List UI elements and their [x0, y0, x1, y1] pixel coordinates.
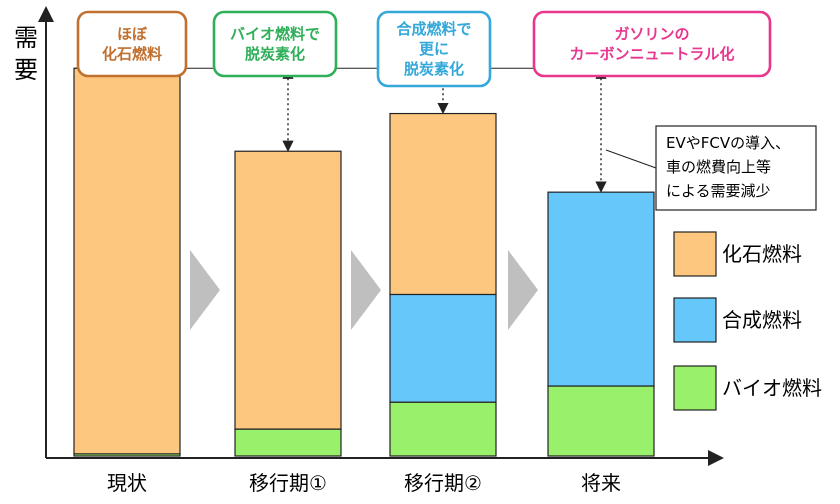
- stage-box-3-line: 合成燃料で: [395, 20, 471, 38]
- stage-box-3-line: 更に: [419, 40, 449, 58]
- legend-label: 化石燃料: [722, 242, 802, 266]
- legend-swatch: [673, 297, 717, 343]
- bar-segment-4-series-2: [547, 191, 655, 387]
- stage-box-1-line: 化石燃料: [102, 45, 162, 63]
- legend-swatch: [673, 365, 717, 411]
- transition-arrow-3: [508, 250, 538, 330]
- legend-label: バイオ燃料: [722, 376, 822, 400]
- stage-box-1: [76, 10, 188, 78]
- stage-box-3: [376, 10, 492, 88]
- stage-box-2: [212, 10, 338, 78]
- bar-segment-3-series-2: [389, 293, 497, 403]
- stage-box-4-line: カーボンニュートラル化: [569, 45, 734, 63]
- svg-text:要: 要: [14, 56, 38, 84]
- note-box: [655, 125, 817, 211]
- transition-arrow-1: [190, 250, 220, 330]
- stage-box-4-line: ガソリンの: [614, 25, 689, 43]
- note-line-3: による需要減少: [666, 182, 771, 200]
- x-tick-label: 移行期①: [249, 471, 327, 495]
- stage-box-2-line: バイオ燃料で: [230, 25, 320, 43]
- stage-box-4: [532, 10, 772, 78]
- bar-segment-2-series-3: [234, 150, 342, 430]
- stage-box-1-line: ほぼ: [117, 25, 148, 43]
- y-axis-label: 需 要: [14, 24, 38, 84]
- legend-label: 合成燃料: [722, 308, 802, 332]
- note-leader-line: [605, 149, 657, 169]
- legend-swatch: [673, 231, 717, 277]
- demand-reduction-note: EVやFCVの導入、 車の燃費向上等 による需要減少: [605, 125, 817, 211]
- bars-layer: [73, 67, 655, 457]
- note-line-2: 車の燃費向上等: [666, 158, 771, 176]
- x-tick-label: 現状: [107, 471, 147, 495]
- bar-segment-1-series-3: [73, 67, 181, 455]
- svg-text:需: 需: [14, 24, 38, 52]
- x-tick-labels: 現状 移行期① 移行期② 将来: [107, 471, 621, 495]
- x-tick-label: 将来: [581, 471, 621, 495]
- bar-segment-3-series-3: [389, 112, 497, 296]
- note-line-1: EVやFCVの導入、: [666, 134, 790, 152]
- transition-arrow-2: [351, 250, 381, 330]
- bar-segment-4-series-1: [547, 385, 655, 457]
- stage-box-3-line: 脱炭素化: [404, 60, 464, 78]
- stage-box-2-line: 脱炭素化: [245, 45, 305, 63]
- bar-segment-2-series-1: [234, 428, 342, 457]
- bar-segment-3-series-1: [389, 401, 497, 457]
- x-tick-label: 移行期②: [404, 471, 482, 495]
- stage-description-boxes: ほぼ化石燃料バイオ燃料で脱炭素化合成燃料で更に脱炭素化ガソリンのカーボンニュート…: [76, 10, 772, 88]
